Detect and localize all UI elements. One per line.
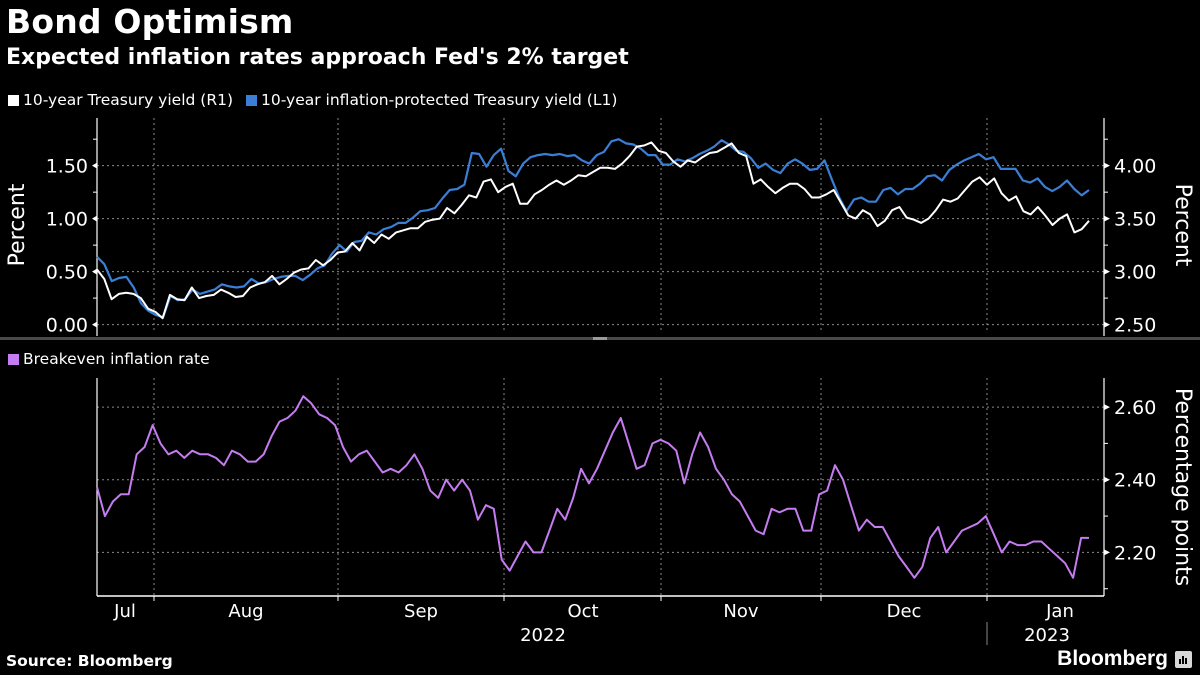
legend-label-breakeven: Breakeven inflation rate	[23, 350, 210, 368]
x-month-label: Sep	[404, 601, 438, 622]
x-year-label: 2023	[1024, 625, 1070, 646]
chart-title: Bond Optimism	[6, 2, 294, 41]
legend-label-tips: 10-year inflation-protected Treasury yie…	[261, 91, 618, 109]
x-month-label: Oct	[567, 601, 598, 622]
left-tick-label: 0.50	[46, 262, 88, 284]
bottom-right-tick-label: 2.20	[1114, 542, 1156, 564]
legend-item-treasury: 10-year Treasury yield (R1)	[8, 91, 233, 109]
bloomberg-chart-icon	[1175, 651, 1192, 668]
x-year-label: 2022	[520, 625, 566, 646]
left-axis-title: Percent	[5, 183, 30, 266]
top-legend: 10-year Treasury yield (R1) 10-year infl…	[8, 91, 630, 109]
right-tick-label: 3.00	[1114, 262, 1156, 284]
legend-swatch-tips	[246, 94, 257, 106]
left-tick-label: 0.00	[46, 315, 88, 337]
bottom-legend: Breakeven inflation rate	[8, 350, 210, 368]
left-tick-label: 1.50	[46, 156, 88, 178]
right-tick-mark	[1104, 215, 1110, 222]
top-gridlines	[97, 118, 1104, 332]
left-tick-mark	[92, 162, 97, 169]
bottom-right-tick-label: 2.60	[1114, 397, 1156, 419]
bottom-right-axis-title: Percentage points	[1170, 388, 1195, 586]
bottom-right-tick-mark	[1104, 476, 1110, 483]
breakeven-line	[96, 395, 1089, 579]
right-tick-mark	[1104, 162, 1110, 169]
series-lines	[96, 138, 1090, 579]
right-tick-label: 2.50	[1114, 315, 1156, 337]
bloomberg-logo: Bloomberg	[1057, 647, 1168, 670]
axes	[92, 118, 1110, 645]
right-tick-mark	[1104, 268, 1110, 275]
left-tick-label: 1.00	[46, 209, 88, 231]
legend-swatch-breakeven	[8, 353, 19, 365]
x-month-label: Jan	[1045, 601, 1074, 622]
panel-divider-grip[interactable]	[593, 337, 607, 340]
axis-labels: 0.00 0.50 1.00 1.50 2.50 3.00 3.50 4.00 Percent P…	[5, 156, 1195, 646]
right-axis-title: Percent	[1170, 184, 1195, 267]
bottom-right-tick-mark	[1104, 549, 1110, 556]
legend-item-tips: 10-year inflation-protected Treasury yie…	[246, 91, 617, 109]
legend-label-treasury: 10-year Treasury yield (R1)	[23, 91, 233, 109]
chart-subtitle: Expected inflation rates approach Fed's …	[6, 45, 629, 70]
bottom-right-tick-mark	[1104, 404, 1110, 411]
bottom-right-tick-label: 2.40	[1114, 470, 1156, 492]
left-tick-mark	[92, 215, 97, 222]
right-tick-label: 4.00	[1114, 156, 1156, 178]
source-note: Source: Bloomberg	[6, 652, 173, 670]
x-month-label: Nov	[723, 601, 758, 622]
left-tick-mark	[92, 321, 97, 328]
legend-swatch-treasury	[8, 94, 19, 106]
left-tick-mark	[92, 268, 97, 275]
x-month-label: Aug	[228, 601, 263, 622]
right-tick-mark	[1104, 321, 1110, 328]
x-month-label: Jul	[113, 601, 136, 622]
bottom-gridlines	[97, 378, 1104, 596]
x-month-label: Dec	[887, 601, 922, 622]
tips-yield-line	[96, 138, 1090, 319]
right-tick-label: 3.50	[1114, 209, 1156, 231]
treasury-yield-line	[96, 141, 1090, 320]
